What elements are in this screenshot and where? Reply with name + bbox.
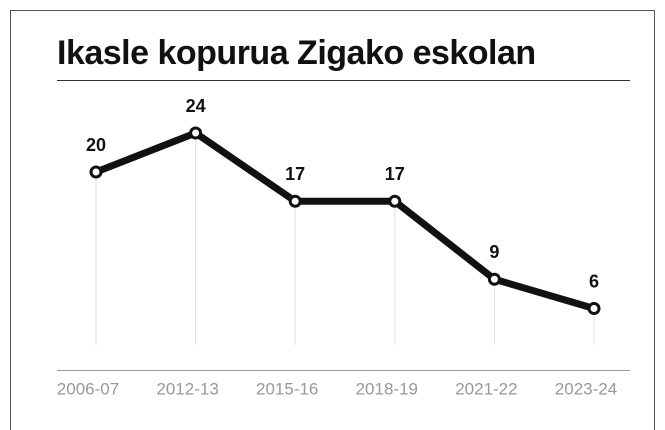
- point: [487, 272, 501, 286]
- point: [189, 126, 203, 140]
- x-tick-label: 2012-13: [156, 379, 218, 398]
- point: [89, 165, 103, 179]
- value-label: 20: [86, 135, 106, 155]
- x-tick-label: 2018-19: [356, 379, 418, 398]
- value-label: 9: [489, 242, 499, 262]
- point: [388, 194, 402, 208]
- point: [587, 302, 601, 315]
- x-tick-label: 2006-07: [57, 379, 119, 398]
- value-label: 17: [285, 164, 305, 184]
- value-label: 17: [385, 164, 405, 184]
- x-tick-label: 2023-24: [555, 379, 617, 398]
- value-label: 24: [186, 96, 206, 116]
- x-tick-label: 2015-16: [256, 379, 318, 398]
- value-label: 6: [589, 271, 599, 291]
- point: [288, 194, 302, 208]
- x-tick-label: 2021-22: [455, 379, 517, 398]
- frame: [10, 10, 655, 430]
- chart-title: Ikasle kopurua Zigako eskolan: [57, 34, 536, 72]
- data-line: [94, 129, 595, 312]
